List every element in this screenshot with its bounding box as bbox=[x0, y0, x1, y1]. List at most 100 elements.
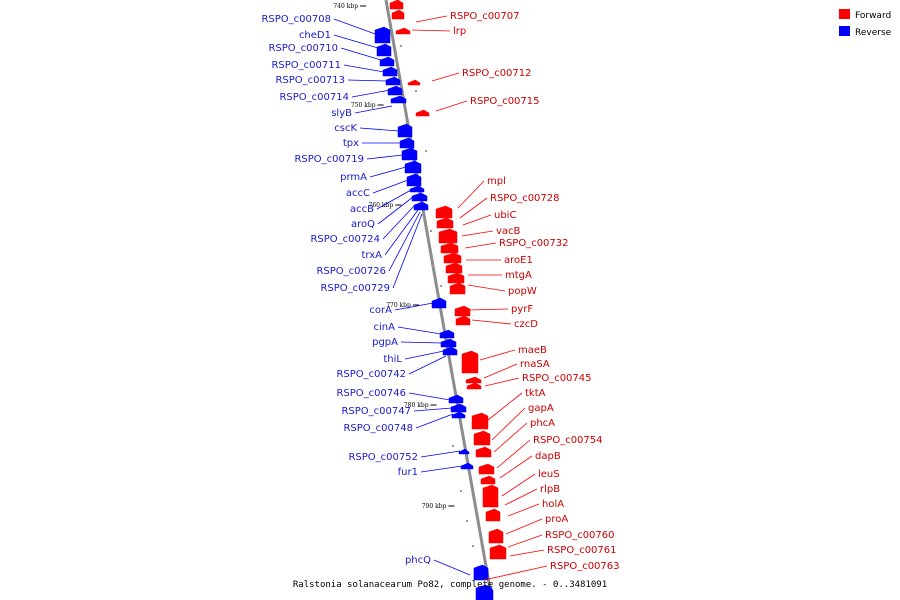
gene-label-rspo-c00745[interactable]: RSPO_c00745 bbox=[522, 373, 592, 384]
gene-rspo-c00707-box[interactable] bbox=[389, 0, 404, 10]
gene-reverse-box-6[interactable] bbox=[390, 95, 407, 104]
gene-reverse-box-10[interactable] bbox=[404, 160, 422, 174]
gene-hola-box[interactable] bbox=[485, 508, 501, 522]
gene-label-rspo-c00715[interactable]: RSPO_c00715 bbox=[470, 96, 540, 107]
gene-label-aroe1[interactable]: aroE1 bbox=[504, 255, 533, 266]
gene-label-rspo-c00726[interactable]: RSPO_c00726 bbox=[316, 266, 386, 277]
gene-label-rspo-c00708[interactable]: RSPO_c00708 bbox=[261, 14, 331, 25]
gene-label-tkta[interactable]: tktA bbox=[525, 388, 546, 399]
gene-label-maeb[interactable]: maeB bbox=[518, 345, 547, 356]
gene-label-popw[interactable]: popW bbox=[508, 286, 537, 297]
gene-reverse-box-2[interactable] bbox=[379, 56, 395, 67]
gene-label-gapa[interactable]: gapA bbox=[528, 403, 554, 414]
gene-reverse-box-24[interactable] bbox=[473, 565, 489, 581]
gene-label-rspo-c00707[interactable]: RSPO_c00707 bbox=[450, 11, 520, 22]
gene-label-rspo-c00728[interactable]: RSPO_c00728 bbox=[490, 193, 560, 204]
gene-reverse-box-15[interactable] bbox=[431, 297, 447, 309]
gene-reverse-box-13[interactable] bbox=[411, 192, 428, 202]
gene-label-rspo-c00747[interactable]: RSPO_c00747 bbox=[341, 406, 411, 417]
gene-label-rspo-c00729[interactable]: RSPO_c00729 bbox=[320, 283, 390, 294]
gene-reverse-box-20[interactable] bbox=[450, 403, 467, 413]
gene-label-pyrf[interactable]: pyrF bbox=[511, 304, 533, 315]
gene-rspo-c00760-box[interactable] bbox=[489, 544, 507, 560]
gene-label-rspo-c00713[interactable]: RSPO_c00713 bbox=[275, 75, 345, 86]
gene-label-csck[interactable]: cscK bbox=[334, 123, 357, 134]
gene-label-rspo-c00732[interactable]: RSPO_c00732 bbox=[499, 238, 569, 249]
gene-rspo-c00754-box[interactable] bbox=[475, 446, 492, 458]
gene-maeb-box[interactable] bbox=[455, 315, 471, 326]
gene-rspo-c00745-box[interactable] bbox=[465, 376, 482, 384]
gene-rspo-c00732-box[interactable] bbox=[440, 242, 459, 254]
gene-reverse-box-16[interactable] bbox=[439, 329, 455, 339]
gene-label-pgpa[interactable]: pgpA bbox=[372, 337, 398, 348]
gene-label-rspo-c00748[interactable]: RSPO_c00748 bbox=[343, 423, 413, 434]
gene-aroe1-box[interactable] bbox=[443, 252, 462, 264]
gene-reverse-box-1[interactable] bbox=[376, 43, 392, 57]
gene-label-rspo-c00763[interactable]: RSPO_c00763 bbox=[550, 561, 620, 572]
gene-reverse-box-11[interactable] bbox=[406, 173, 422, 187]
gene-label-hola[interactable]: holA bbox=[542, 499, 564, 510]
gene-mpl-box[interactable] bbox=[415, 109, 430, 117]
gene-popw-box[interactable] bbox=[447, 272, 465, 284]
gene-tkta-box[interactable] bbox=[466, 382, 482, 390]
gene-label-rspo-c00710[interactable]: RSPO_c00710 bbox=[268, 43, 338, 54]
gene-label-rlpb[interactable]: rlpB bbox=[540, 484, 560, 495]
gene-reverse-box-17[interactable] bbox=[440, 338, 457, 348]
gene-rlpb-box[interactable] bbox=[482, 484, 499, 508]
gene-reverse-box-0[interactable] bbox=[374, 26, 391, 44]
gene-label-thil[interactable]: thiL bbox=[383, 354, 402, 365]
gene-reverse-box-8[interactable] bbox=[399, 137, 415, 149]
gene-label-slyb[interactable]: slyB bbox=[331, 108, 352, 119]
gene-phca-box[interactable] bbox=[473, 430, 491, 446]
gene-label-ubic[interactable]: ubiC bbox=[494, 210, 516, 221]
gene-leus-box[interactable] bbox=[480, 475, 496, 485]
gene-label-cina[interactable]: cinA bbox=[374, 322, 396, 333]
gene-pyrf-box[interactable] bbox=[449, 282, 466, 295]
gene-rspo-c00715-box[interactable] bbox=[407, 79, 421, 86]
gene-label-rspo-c00746[interactable]: RSPO_c00746 bbox=[336, 388, 406, 399]
gene-label-rspo-c00719[interactable]: RSPO_c00719 bbox=[294, 154, 364, 165]
gene-label-leus[interactable]: leuS bbox=[538, 469, 560, 480]
gene-czcd-box[interactable] bbox=[454, 305, 471, 317]
gene-rspo-c00728-box[interactable] bbox=[435, 205, 453, 219]
gene-label-accc[interactable]: accC bbox=[346, 188, 370, 199]
gene-label-prma[interactable]: prmA bbox=[340, 172, 367, 183]
gene-rnasa-box[interactable] bbox=[461, 350, 479, 374]
gene-lrp-box[interactable] bbox=[391, 9, 405, 20]
gene-ubic-box[interactable] bbox=[436, 217, 454, 229]
gene-label-rspo-c00760[interactable]: RSPO_c00760 bbox=[545, 530, 615, 541]
gene-label-tpx[interactable]: tpx bbox=[343, 138, 359, 149]
gene-reverse-box-9[interactable] bbox=[401, 147, 418, 161]
gene-label-vacb[interactable]: vacB bbox=[496, 226, 521, 237]
gene-reverse-box-5[interactable] bbox=[387, 85, 403, 96]
gene-dapb-box[interactable] bbox=[478, 463, 495, 475]
gene-label-phcq[interactable]: phcQ bbox=[405, 555, 431, 566]
gene-reverse-box-18[interactable] bbox=[442, 346, 458, 356]
gene-label-phca[interactable]: phcA bbox=[530, 418, 555, 429]
gene-reverse-box-12[interactable] bbox=[409, 185, 425, 193]
gene-proa-box[interactable] bbox=[488, 528, 504, 544]
gene-label-fur1[interactable]: fur1 bbox=[398, 467, 418, 478]
gene-mtga-box[interactable] bbox=[445, 262, 463, 274]
gene-label-mtga[interactable]: mtgA bbox=[505, 270, 532, 281]
gene-label-rspo-c00724[interactable]: RSPO_c00724 bbox=[310, 234, 380, 245]
gene-label-lrp[interactable]: lrp bbox=[453, 26, 466, 37]
gene-label-mpl[interactable]: mpl bbox=[487, 176, 506, 187]
gene-reverse-box-19[interactable] bbox=[448, 394, 464, 404]
gene-label-accb[interactable]: accB bbox=[350, 204, 374, 215]
gene-reverse-box-4[interactable] bbox=[385, 76, 401, 86]
gene-label-czcd[interactable]: czcD bbox=[514, 319, 538, 330]
gene-label-rspo-c00752[interactable]: RSPO_c00752 bbox=[348, 452, 418, 463]
gene-reverse-box-3[interactable] bbox=[382, 66, 398, 77]
gene-label-rspo-c00742[interactable]: RSPO_c00742 bbox=[336, 369, 406, 380]
gene-rspo-c00712-box[interactable] bbox=[395, 27, 411, 35]
gene-vacb-box[interactable] bbox=[438, 228, 458, 244]
gene-label-rspo-c00712[interactable]: RSPO_c00712 bbox=[462, 68, 532, 79]
gene-label-proa[interactable]: proA bbox=[545, 514, 568, 525]
gene-reverse-box-25[interactable] bbox=[476, 586, 494, 600]
gene-label-trxa[interactable]: trxA bbox=[361, 250, 382, 261]
gene-label-aroq[interactable]: aroQ bbox=[351, 219, 375, 230]
gene-label-cora[interactable]: corA bbox=[369, 305, 392, 316]
gene-reverse-box-22[interactable] bbox=[458, 448, 470, 455]
gene-label-dapb[interactable]: dapB bbox=[535, 451, 561, 462]
